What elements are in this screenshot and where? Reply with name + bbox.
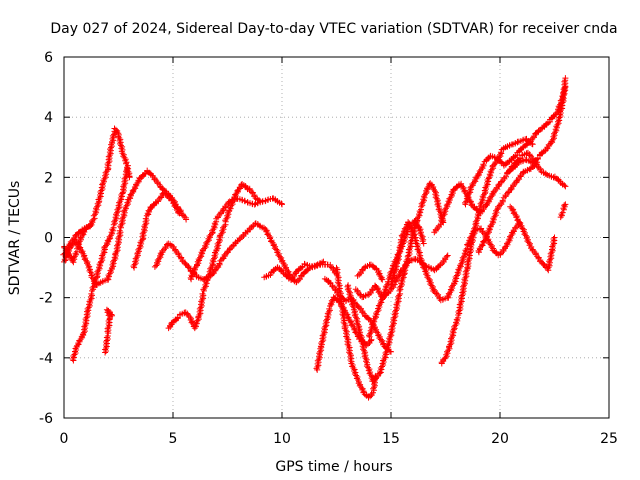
y-tick-label: -6: [39, 411, 53, 427]
series-track: [344, 180, 447, 385]
series-track: [505, 149, 569, 190]
y-tick-label: 2: [44, 170, 53, 186]
data-series: [60, 75, 569, 401]
y-tick-label: -2: [39, 291, 53, 307]
series-track: [507, 203, 558, 274]
y-tick-label: 6: [44, 50, 53, 66]
plus-markers: [130, 189, 183, 271]
plus-markers: [60, 125, 133, 258]
series-track: [69, 165, 131, 364]
plus-markers: [507, 203, 558, 274]
y-tick-label: 0: [44, 231, 53, 247]
x-tick-label: 25: [600, 431, 618, 447]
series-track: [475, 159, 541, 256]
series-track: [557, 201, 569, 221]
plus-markers: [475, 159, 541, 256]
series-track: [321, 275, 394, 355]
series-track: [261, 260, 340, 283]
series-track: [151, 220, 327, 286]
series-track: [102, 306, 115, 356]
series-track: [60, 125, 133, 258]
plus-markers: [505, 149, 569, 190]
x-tick-label: 5: [169, 431, 178, 447]
plus-markers: [261, 260, 340, 283]
x-axis-label: GPS time / hours: [275, 459, 392, 475]
plus-markers: [321, 275, 394, 355]
x-tick-label: 20: [491, 431, 509, 447]
chart-title: Day 027 of 2024, Sidereal Day-to-day VTE…: [50, 21, 617, 37]
series-track: [438, 135, 536, 367]
series-track: [354, 261, 386, 283]
plus-markers: [462, 84, 569, 208]
axis-ticks: 0 5 10 15 20 25 -6 -4 -2 0 2 4 6: [39, 50, 618, 447]
x-tick-label: 10: [273, 431, 291, 447]
plus-markers: [557, 201, 569, 221]
x-tick-label: 15: [382, 431, 400, 447]
plus-markers: [354, 261, 386, 283]
plus-markers: [438, 135, 536, 367]
plus-markers: [388, 219, 523, 304]
plus-markers: [333, 264, 379, 401]
y-axis-label: SDTVAR / TECUs: [7, 181, 23, 296]
x-tick-label: 0: [60, 431, 69, 447]
series-track: [462, 84, 569, 208]
series-track: [388, 219, 523, 304]
y-tick-label: 4: [44, 110, 53, 126]
series-track: [187, 195, 285, 283]
plus-markers: [344, 180, 447, 385]
plus-markers: [69, 165, 131, 364]
plus-markers: [187, 195, 285, 283]
plus-markers: [102, 306, 115, 356]
series-track: [333, 264, 379, 401]
plus-markers: [151, 220, 327, 286]
y-tick-label: -4: [39, 351, 53, 367]
series-track: [130, 189, 183, 271]
